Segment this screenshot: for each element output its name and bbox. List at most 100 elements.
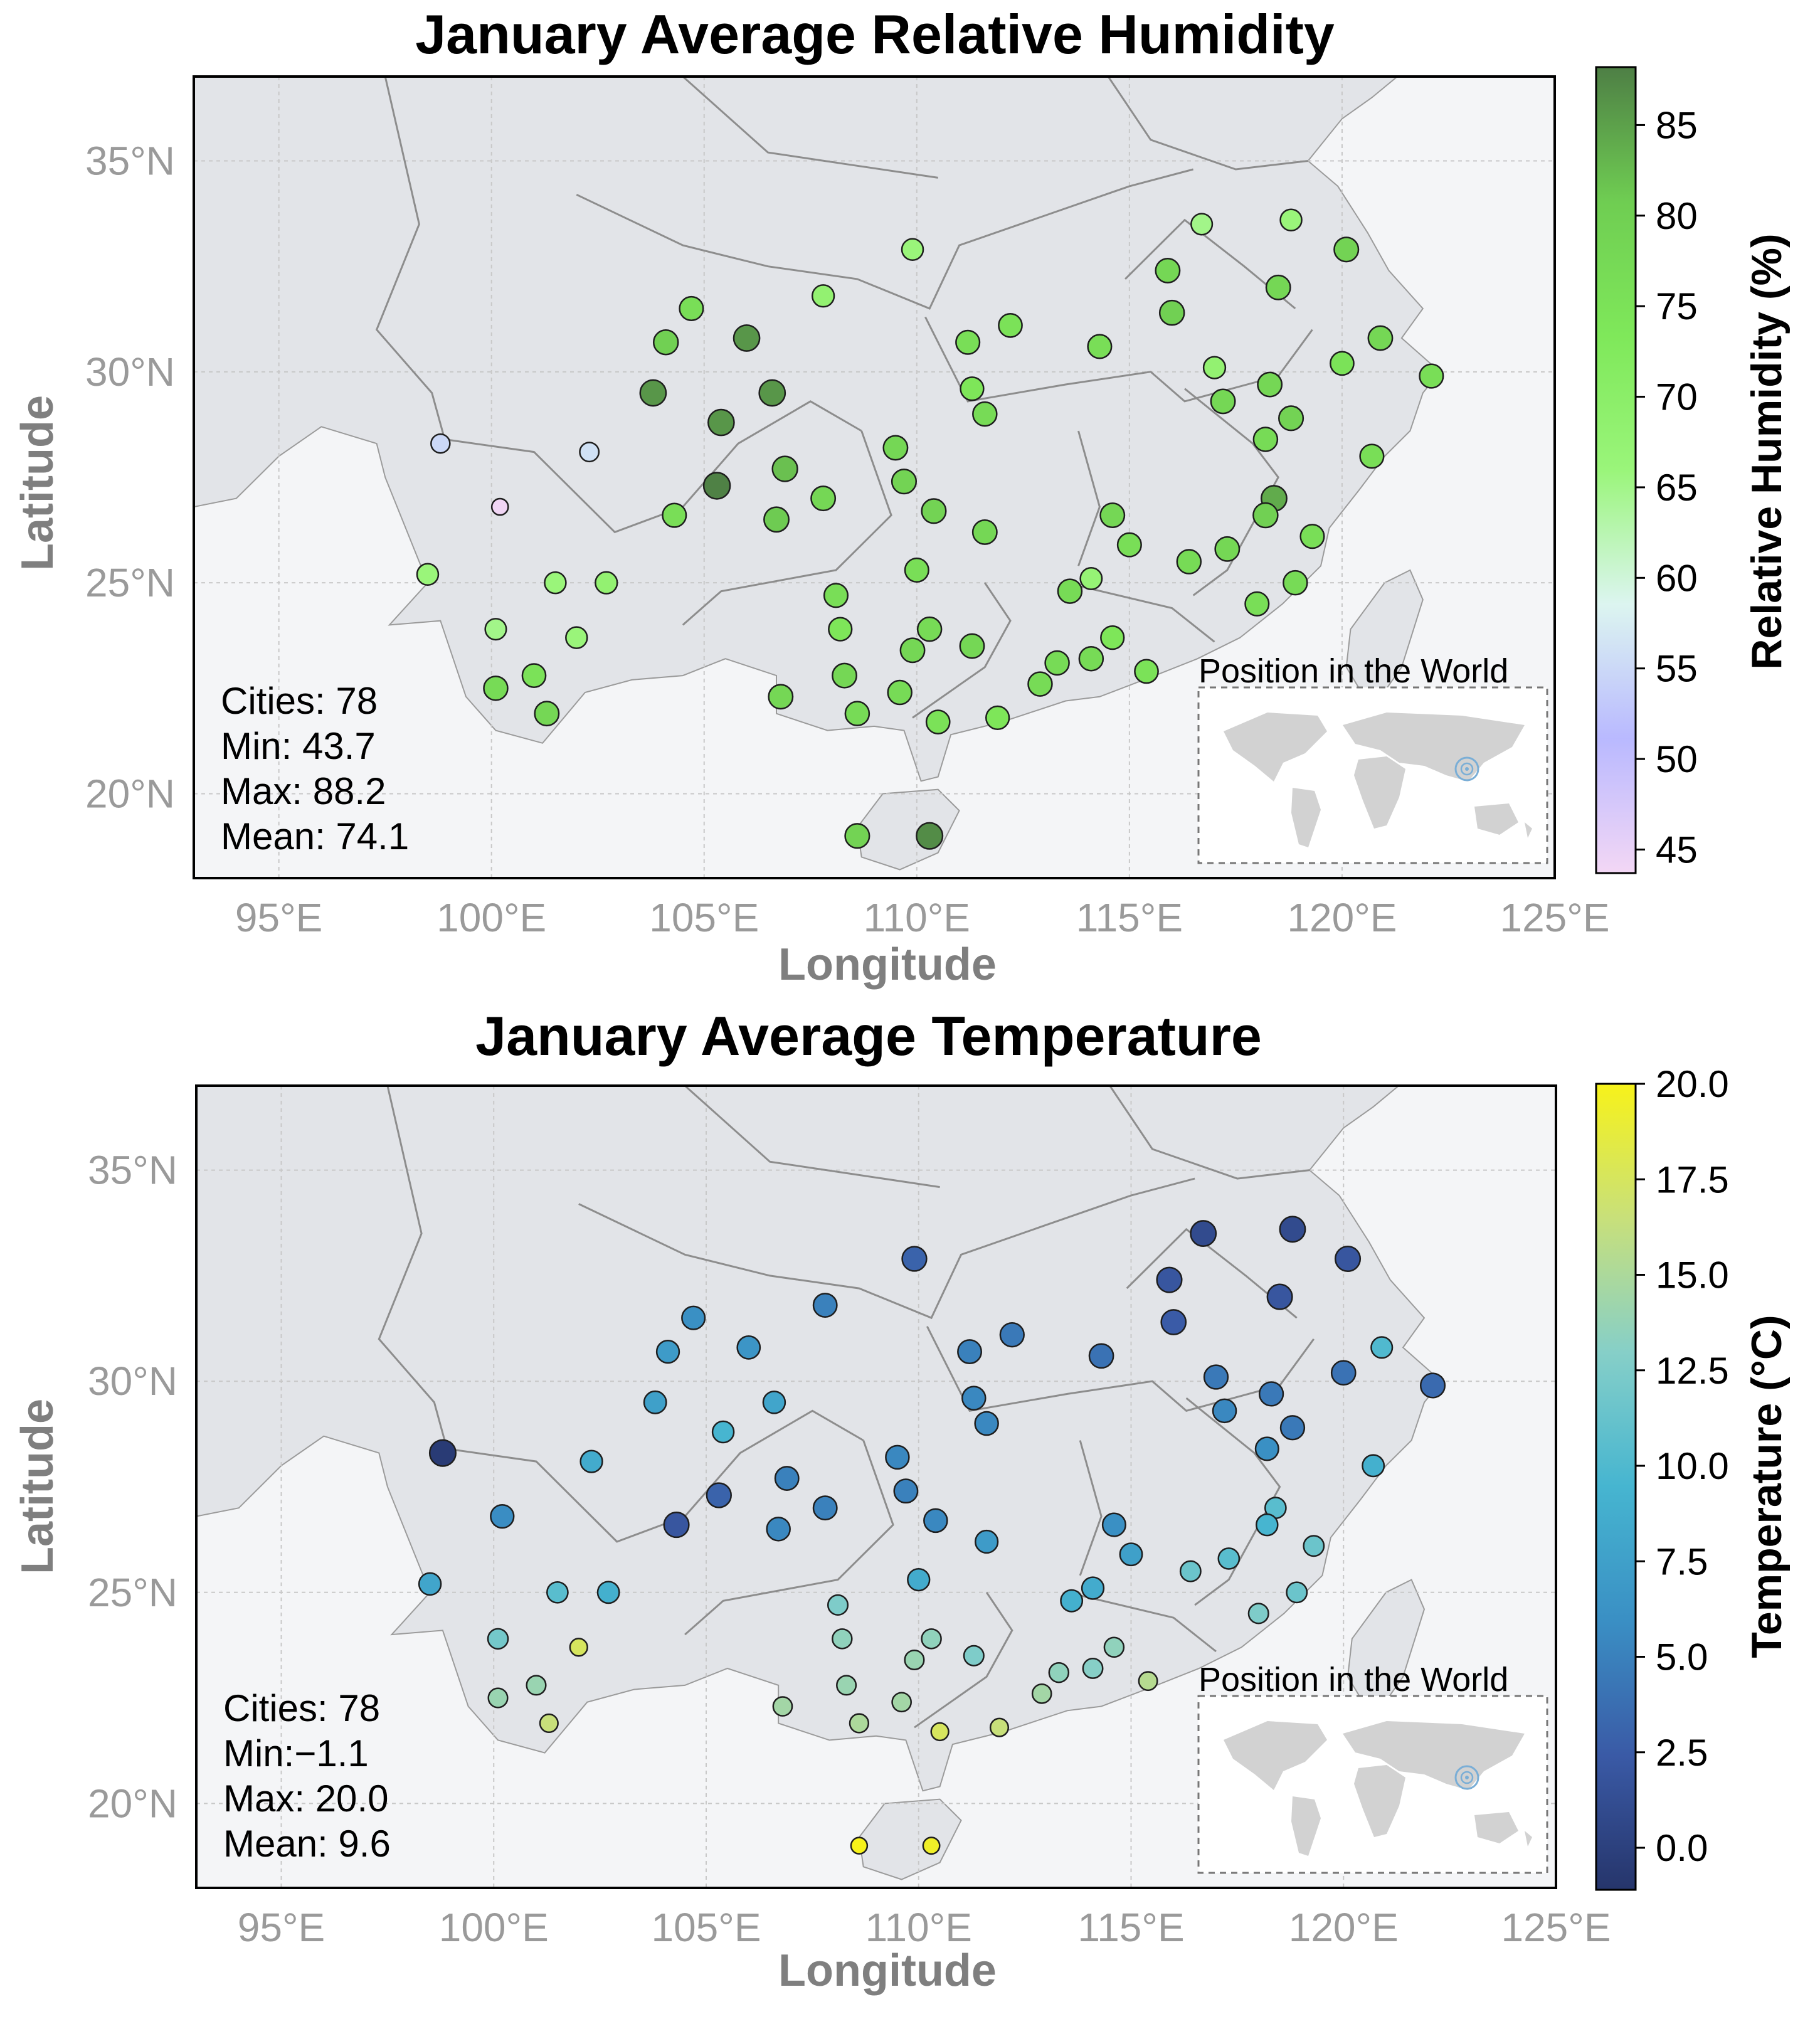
temperature-city-points (418, 1216, 1446, 1855)
humidity-city-point (828, 617, 853, 642)
temperature-city-point (930, 1722, 950, 1742)
humidity-x-tick-label: 110°E (864, 895, 970, 940)
humidity-province-border (912, 582, 1012, 719)
humidity-colorbar-tick-label: 55 (1656, 648, 1698, 690)
humidity-city-point (484, 618, 507, 641)
humidity-city-point (1190, 213, 1214, 236)
temperature-x-tick-label: 125°E (1501, 1905, 1611, 1950)
humidity-city-point (972, 401, 998, 427)
temperature-city-point (655, 1339, 680, 1364)
temperature-city-point (579, 1449, 603, 1473)
humidity-colorbar-ticks: 85 80 75 70 65 60 55 50 45 (1636, 104, 1698, 871)
temperature-colorbar-tick-label: 7.5 (1656, 1540, 1708, 1582)
temperature-colorbar-tick-label: 5.0 (1656, 1636, 1708, 1678)
temperature-colorbar-tick-label: 20.0 (1656, 1063, 1729, 1105)
temperature-city-point (1256, 1513, 1279, 1537)
humidity-y-label: Latitude (13, 395, 63, 571)
humidity-inset-location-dot (1465, 767, 1469, 771)
temperature-panel: January Average Temperature 95°E 100°E 105… (13, 1005, 1791, 1996)
humidity-city-point (768, 684, 794, 710)
humidity-x-tick-label: 115°E (1076, 895, 1183, 940)
temperature-city-point (596, 1581, 620, 1604)
humidity-city-point (1155, 257, 1181, 284)
humidity-city-point (1330, 351, 1355, 376)
humidity-colorbar-gradient (1595, 66, 1637, 874)
humidity-y-tick-label: 35°N (85, 139, 175, 184)
temperature-city-point (1254, 1436, 1279, 1461)
temperature-y-tick-label: 30°N (88, 1359, 177, 1404)
temperature-city-point (1334, 1245, 1362, 1273)
temperature-city-point (1060, 1589, 1084, 1613)
humidity-city-point (521, 663, 547, 688)
temperature-city-point (989, 1717, 1010, 1737)
temperature-city-point (1156, 1266, 1183, 1293)
humidity-city-point (811, 284, 835, 308)
temperature-inset-continent (1474, 1812, 1518, 1843)
temperature-x-tick-label: 120°E (1289, 1905, 1399, 1950)
temperature-province-border (684, 1086, 940, 1189)
temperature-inset-location-dot (1465, 1776, 1469, 1779)
humidity-province-border (682, 77, 938, 179)
temperature-inset-location-ring (1454, 1765, 1479, 1790)
humidity-y-tick-label: 25°N (85, 560, 175, 605)
temperature-city-point (1088, 1343, 1114, 1369)
humidity-inset-continent (1474, 803, 1518, 835)
humidity-city-point (1100, 625, 1125, 650)
humidity-province-border (682, 430, 892, 626)
temperature-city-point (418, 1572, 442, 1596)
humidity-y-tick-label: 20°N (85, 771, 175, 816)
temperature-city-point (1082, 1658, 1104, 1679)
humidity-city-point (1079, 566, 1103, 590)
temperature-city-point (569, 1638, 588, 1657)
humidity-city-point (1419, 363, 1444, 389)
humidity-city-point (959, 633, 985, 659)
temperature-stat-cities: Cities: 78 (223, 1687, 380, 1729)
temperature-city-point (1266, 1283, 1293, 1310)
humidity-city-point (534, 701, 560, 727)
temperature-city-point (681, 1305, 706, 1330)
humidity-inset-continent (1343, 713, 1525, 782)
temperature-city-point (1247, 1603, 1269, 1624)
temperature-city-point (827, 1594, 849, 1616)
humidity-city-point (899, 637, 926, 664)
humidity-colorbar-tick-label: 80 (1656, 195, 1698, 237)
humidity-city-point (1265, 274, 1291, 300)
temperature-city-point (907, 1567, 931, 1592)
temperature-city-point (1101, 1512, 1126, 1537)
humidity-city-point (1359, 443, 1385, 469)
humidity-city-point (1214, 536, 1241, 562)
temperature-colorbar-tick-label: 2.5 (1656, 1732, 1708, 1774)
temperature-city-point (921, 1628, 942, 1650)
temperature-city-point (1217, 1547, 1241, 1570)
humidity-city-point (916, 616, 943, 642)
humidity-city-point (707, 408, 735, 437)
humidity-stat-cities: Cities: 78 (221, 680, 378, 722)
humidity-province-border (576, 168, 1193, 310)
temperature-city-point (975, 1529, 999, 1554)
humidity-city-point (652, 329, 679, 356)
humidity-city-point (639, 379, 667, 407)
temperature-city-point (893, 1478, 919, 1504)
temperature-city-point (922, 1836, 941, 1855)
humidity-inset-location-ring (1454, 756, 1479, 782)
humidity-colorbar-tick-label: 65 (1656, 467, 1698, 509)
humidity-city-point (1252, 427, 1279, 452)
temperature-x-tick-label: 105°E (651, 1905, 761, 1950)
humidity-city-point (544, 571, 567, 595)
temperature-colorbar-gradient (1595, 1083, 1637, 1891)
humidity-city-point (1244, 591, 1270, 617)
temperature-city-point (901, 1246, 928, 1272)
temperature-y-tick-label: 20°N (88, 1781, 177, 1826)
temperature-city-point (1160, 1309, 1187, 1335)
humidity-province-border (1107, 77, 1308, 171)
humidity-city-point (887, 679, 913, 706)
temperature-city-point (1258, 1381, 1284, 1407)
temperature-city-point (766, 1517, 791, 1542)
humidity-stat-mean: Mean: 74.1 (221, 815, 409, 857)
humidity-x-tick-label: 105°E (649, 895, 759, 940)
humidity-city-point (985, 705, 1010, 731)
temperature-colorbar: 20.0 17.5 15.0 12.5 10.0 7.5 5.0 2.5 0.0 Tempera… (1595, 1063, 1791, 1891)
temperature-city-point (812, 1293, 838, 1318)
temperature-colorbar-tick-label: 12.5 (1656, 1350, 1729, 1392)
temperature-city-point (428, 1439, 457, 1467)
